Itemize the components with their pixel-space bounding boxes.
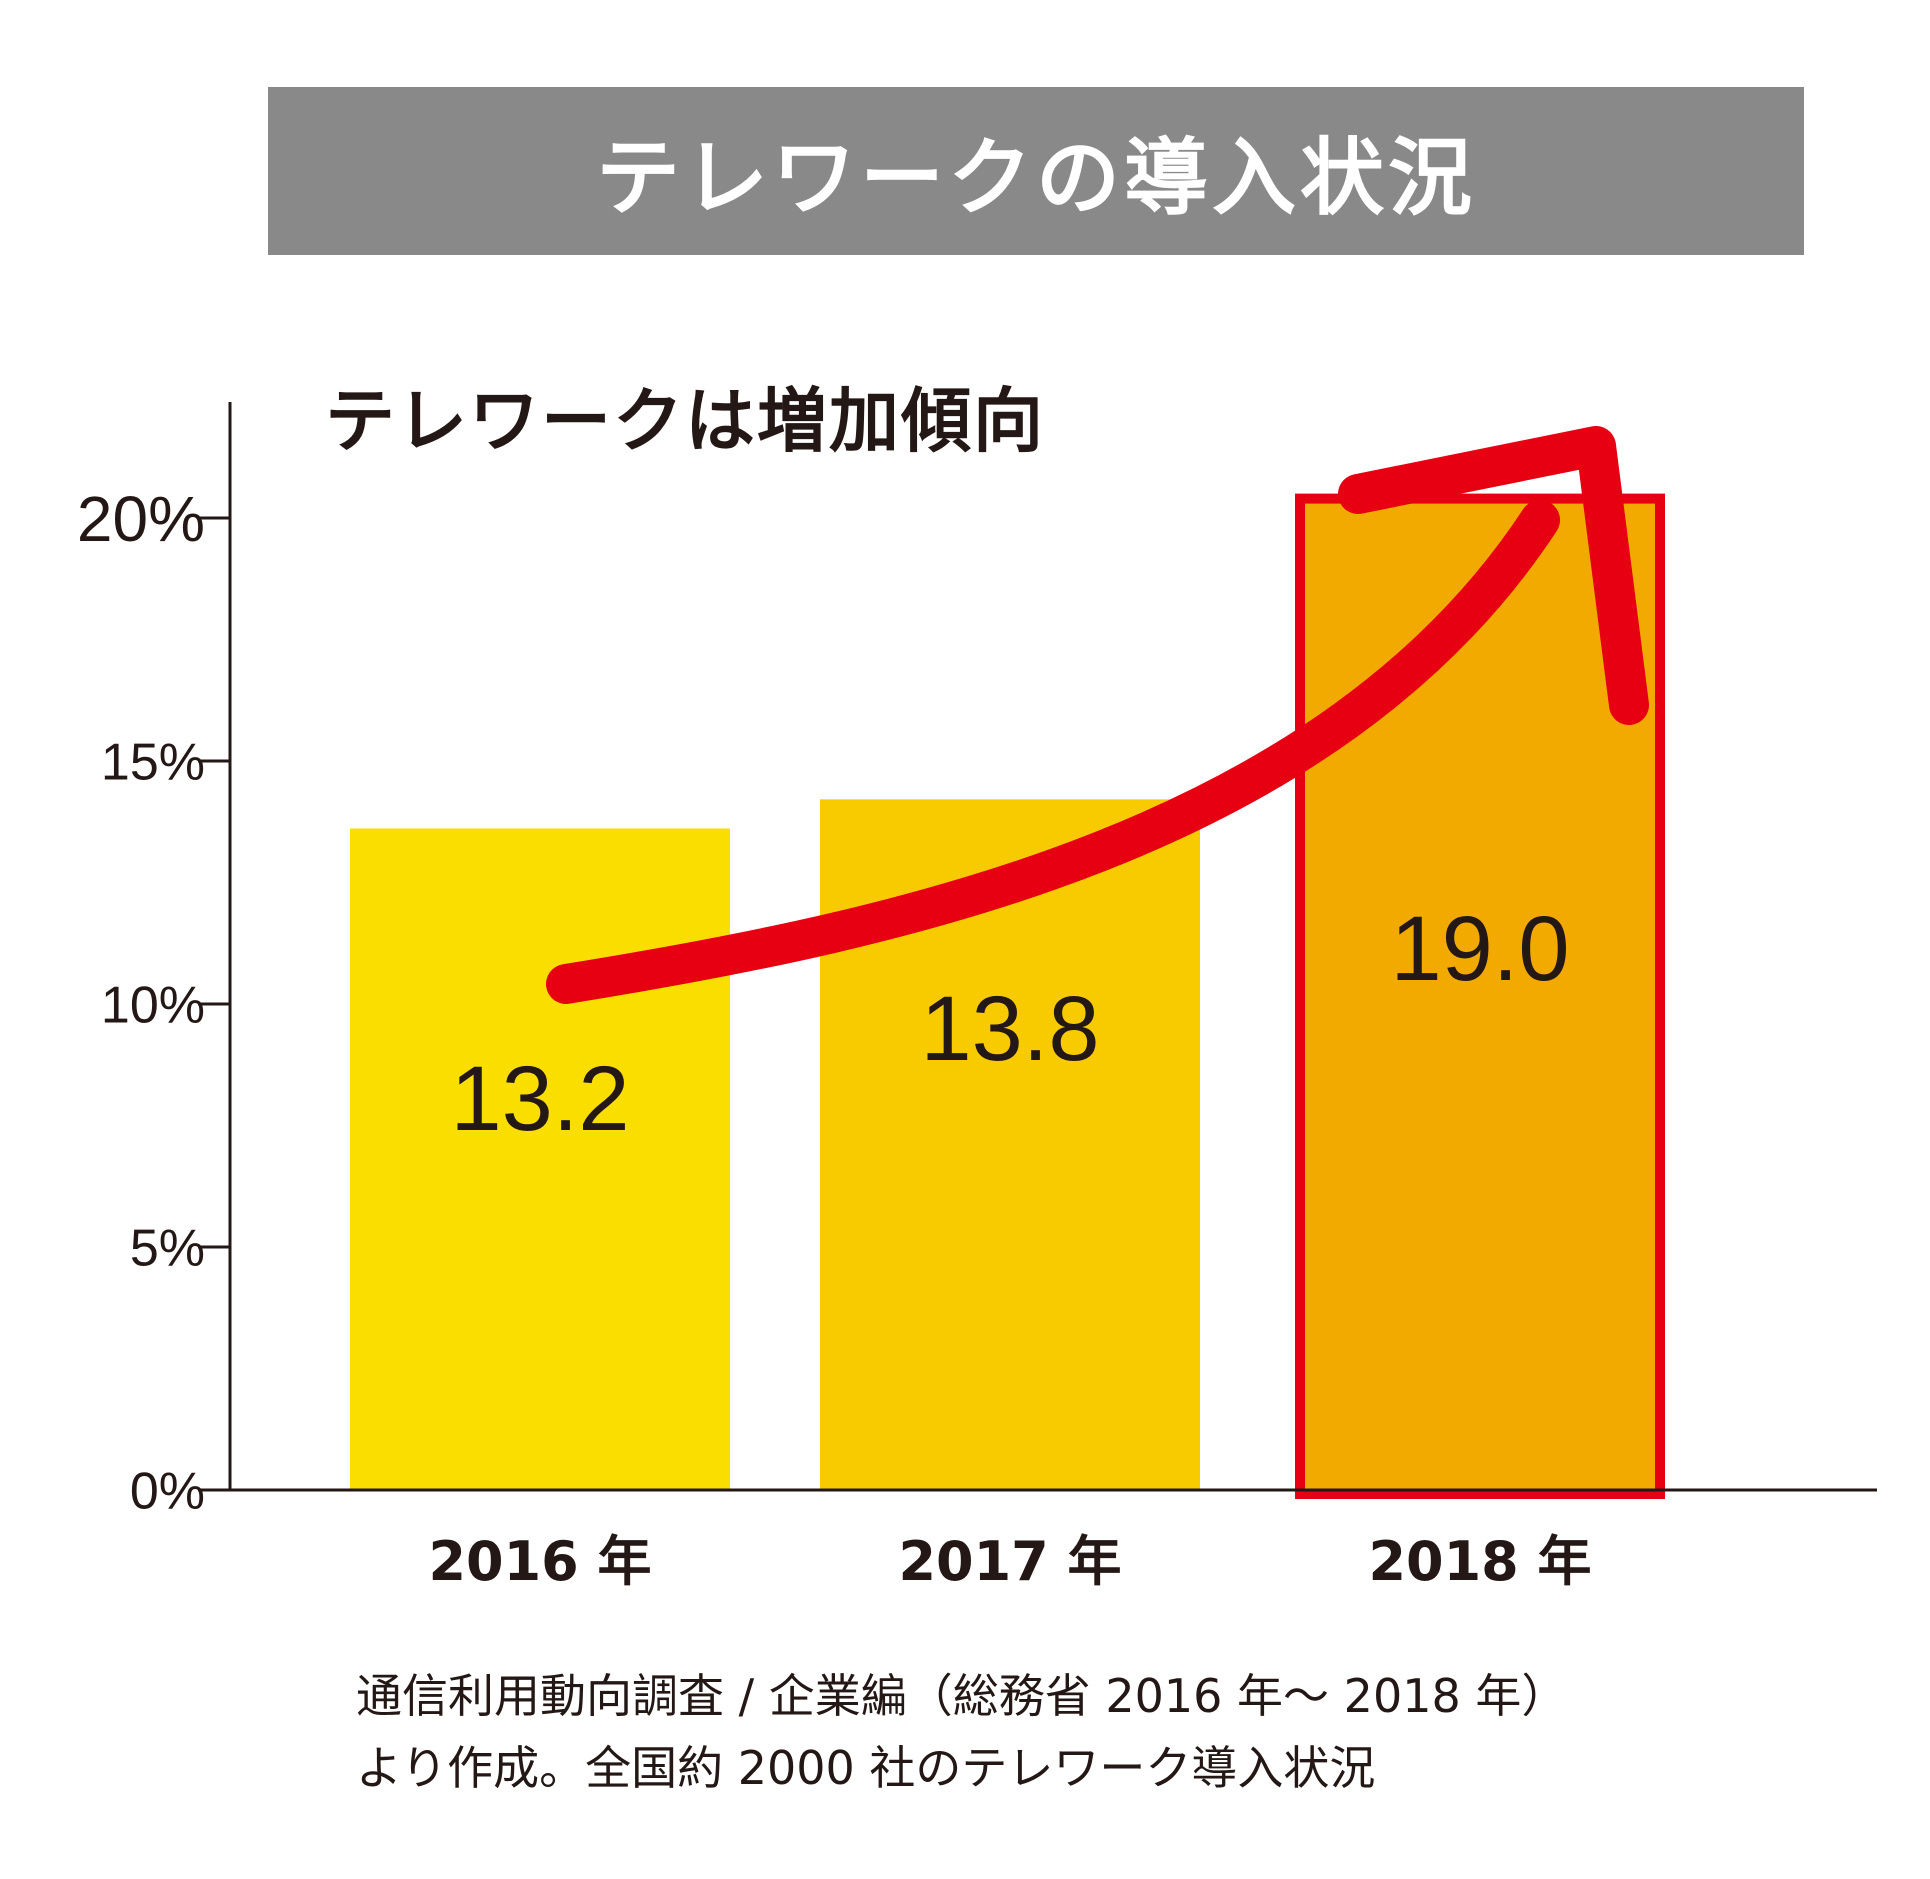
axes-layer [198, 402, 1877, 1492]
y-tick-label: 0% [130, 1463, 205, 1521]
chart-subtitle: テレワークは増加傾向 [325, 380, 1045, 462]
y-tick-label: 10% [101, 977, 205, 1035]
bar-value-label: 13.2 [450, 1048, 629, 1150]
bar-value-label: 13.8 [920, 978, 1099, 1080]
labels-layer: 2016 年 2017 年 2018 年 0% 5% 10% 15% 20% [77, 483, 1592, 1593]
y-tick-label: 20% [77, 483, 205, 555]
source-footnote: 通信利用動向調査 / 企業編（総務省 2016 年～ 2018 年） より作成。… [356, 1660, 1567, 1804]
y-tick-label: 15% [101, 734, 205, 792]
footnote-line-1: 通信利用動向調査 / 企業編（総務省 2016 年～ 2018 年） [356, 1669, 1568, 1723]
bar-chart: 2016 年 2017 年 2018 年 0% 5% 10% 15% 20% 13.2 13.8… [77, 402, 1877, 1593]
value-labels-layer: 13.2 13.8 19.0 [450, 898, 1569, 1150]
x-tick-label: 2017 年 [898, 1530, 1121, 1593]
x-tick-label: 2016 年 [428, 1530, 651, 1593]
y-tick-label: 5% [130, 1220, 205, 1278]
trend-arrow-curve [546, 500, 1560, 1004]
title-banner: テレワークの導入状況 [268, 87, 1804, 255]
bars-layer [350, 493, 1665, 1500]
bar-value-label: 19.0 [1390, 898, 1569, 1000]
bar-3 [1295, 493, 1665, 1500]
footnote-line-2: より作成。全国約 2000 社のテレワーク導入状況 [356, 1741, 1376, 1795]
trend-arrow-head [1338, 426, 1649, 725]
x-tick-label: 2018 年 [1368, 1530, 1591, 1593]
chart-title: テレワークの導入状況 [595, 128, 1476, 227]
bar-1 [350, 828, 730, 1490]
trend-arrow [546, 426, 1649, 1004]
